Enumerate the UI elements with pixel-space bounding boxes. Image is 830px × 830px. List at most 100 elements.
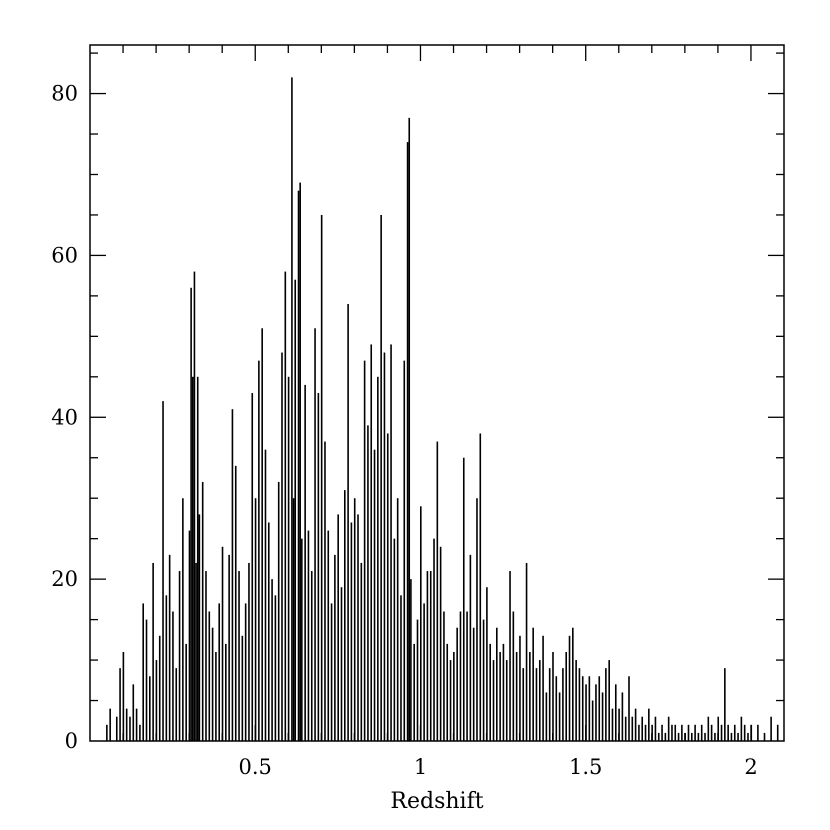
histogram-bars <box>106 77 778 741</box>
histogram-bar <box>731 733 733 741</box>
histogram-bar <box>532 628 534 741</box>
histogram-bar <box>598 676 600 741</box>
histogram-bar <box>572 628 574 741</box>
histogram-bar <box>357 514 359 741</box>
histogram-bar <box>678 733 680 741</box>
histogram-bar <box>420 506 422 741</box>
histogram-bar <box>542 636 544 741</box>
histogram-bar <box>757 725 759 741</box>
histogram-bar <box>737 733 739 741</box>
histogram-bar <box>440 547 442 741</box>
histogram-bar <box>299 183 301 741</box>
histogram-bar <box>608 660 610 741</box>
histogram-bar <box>354 498 356 741</box>
histogram-bar <box>205 571 207 741</box>
histogram-bar <box>318 393 320 741</box>
histogram-bar <box>126 709 128 741</box>
y-tick-label: 80 <box>51 82 78 106</box>
histogram-bar <box>589 676 591 741</box>
histogram-bar <box>509 571 511 741</box>
histogram-bar <box>194 272 196 741</box>
histogram-bar <box>658 733 660 741</box>
histogram-bar <box>489 644 491 741</box>
histogram-bar <box>314 328 316 741</box>
histogram-bar <box>109 709 111 741</box>
histogram-bar <box>536 668 538 741</box>
histogram-bar <box>460 612 462 741</box>
histogram-bar <box>417 620 419 741</box>
histogram-bar <box>403 361 405 741</box>
histogram-bar <box>628 676 630 741</box>
histogram-bar <box>377 377 379 741</box>
histogram-bar <box>473 628 475 741</box>
histogram-bar <box>218 603 220 741</box>
histogram-bar <box>704 733 706 741</box>
histogram-bar <box>361 563 363 741</box>
histogram-bar <box>466 612 468 741</box>
histogram-bar <box>503 644 505 741</box>
histogram-bar <box>261 328 263 741</box>
histogram-bar <box>228 555 230 741</box>
histogram-bar <box>301 539 303 741</box>
histogram-bar <box>197 377 199 741</box>
histogram-bar <box>308 531 310 741</box>
x-tick-label: 1 <box>414 755 427 779</box>
histogram-bar <box>612 709 614 741</box>
histogram-bar <box>337 514 339 741</box>
histogram-bar <box>562 668 564 741</box>
histogram-bar <box>251 393 253 741</box>
histogram-bar <box>162 401 164 741</box>
histogram-bar <box>235 466 237 741</box>
histogram-bar <box>268 522 270 741</box>
histogram-bar <box>529 652 531 741</box>
histogram-bar <box>552 652 554 741</box>
histogram-bar <box>506 660 508 741</box>
x-axis-label: Redshift <box>390 789 483 814</box>
histogram-bar <box>255 498 257 741</box>
histogram-bar <box>513 612 515 741</box>
histogram-bar <box>694 725 696 741</box>
histogram-bar <box>479 433 481 741</box>
histogram-bar <box>281 353 283 741</box>
histogram-bar <box>443 612 445 741</box>
histogram-bar <box>579 668 581 741</box>
histogram-bar <box>209 612 211 741</box>
histogram-bar <box>304 385 306 741</box>
histogram-bar <box>192 377 194 741</box>
histogram-bar <box>324 442 326 741</box>
histogram-bar <box>271 579 273 741</box>
histogram-bar <box>625 717 627 741</box>
histogram-bar <box>582 676 584 741</box>
histogram-bar <box>453 652 455 741</box>
histogram-bar <box>516 652 518 741</box>
histogram-bar <box>384 353 386 741</box>
y-tick-label: 60 <box>51 243 78 267</box>
histogram-bar <box>347 304 349 741</box>
histogram-bar <box>189 531 191 741</box>
histogram-bar <box>595 684 597 741</box>
histogram-bar <box>123 652 125 741</box>
histogram-bar <box>387 433 389 741</box>
y-tick-label: 40 <box>51 405 78 429</box>
histogram-bar <box>146 620 148 741</box>
histogram-bar <box>265 450 267 741</box>
histogram-bar <box>245 603 247 741</box>
histogram-bar <box>565 652 567 741</box>
histogram-bar <box>499 652 501 741</box>
histogram-bar <box>351 522 353 741</box>
histogram-bar <box>496 628 498 741</box>
histogram-bar <box>370 344 372 741</box>
histogram-bar <box>635 709 637 741</box>
histogram-bar <box>367 425 369 741</box>
histogram-bar <box>291 77 293 741</box>
histogram-bar <box>311 571 313 741</box>
histogram-bar <box>711 725 713 741</box>
histogram-bar <box>463 458 465 741</box>
histogram-bar <box>225 644 227 741</box>
histogram-bar <box>605 668 607 741</box>
histogram-bar <box>390 344 392 741</box>
histogram-bar <box>212 628 214 741</box>
histogram-bar <box>708 717 710 741</box>
histogram-bar <box>238 571 240 741</box>
histogram-bar <box>559 692 561 741</box>
